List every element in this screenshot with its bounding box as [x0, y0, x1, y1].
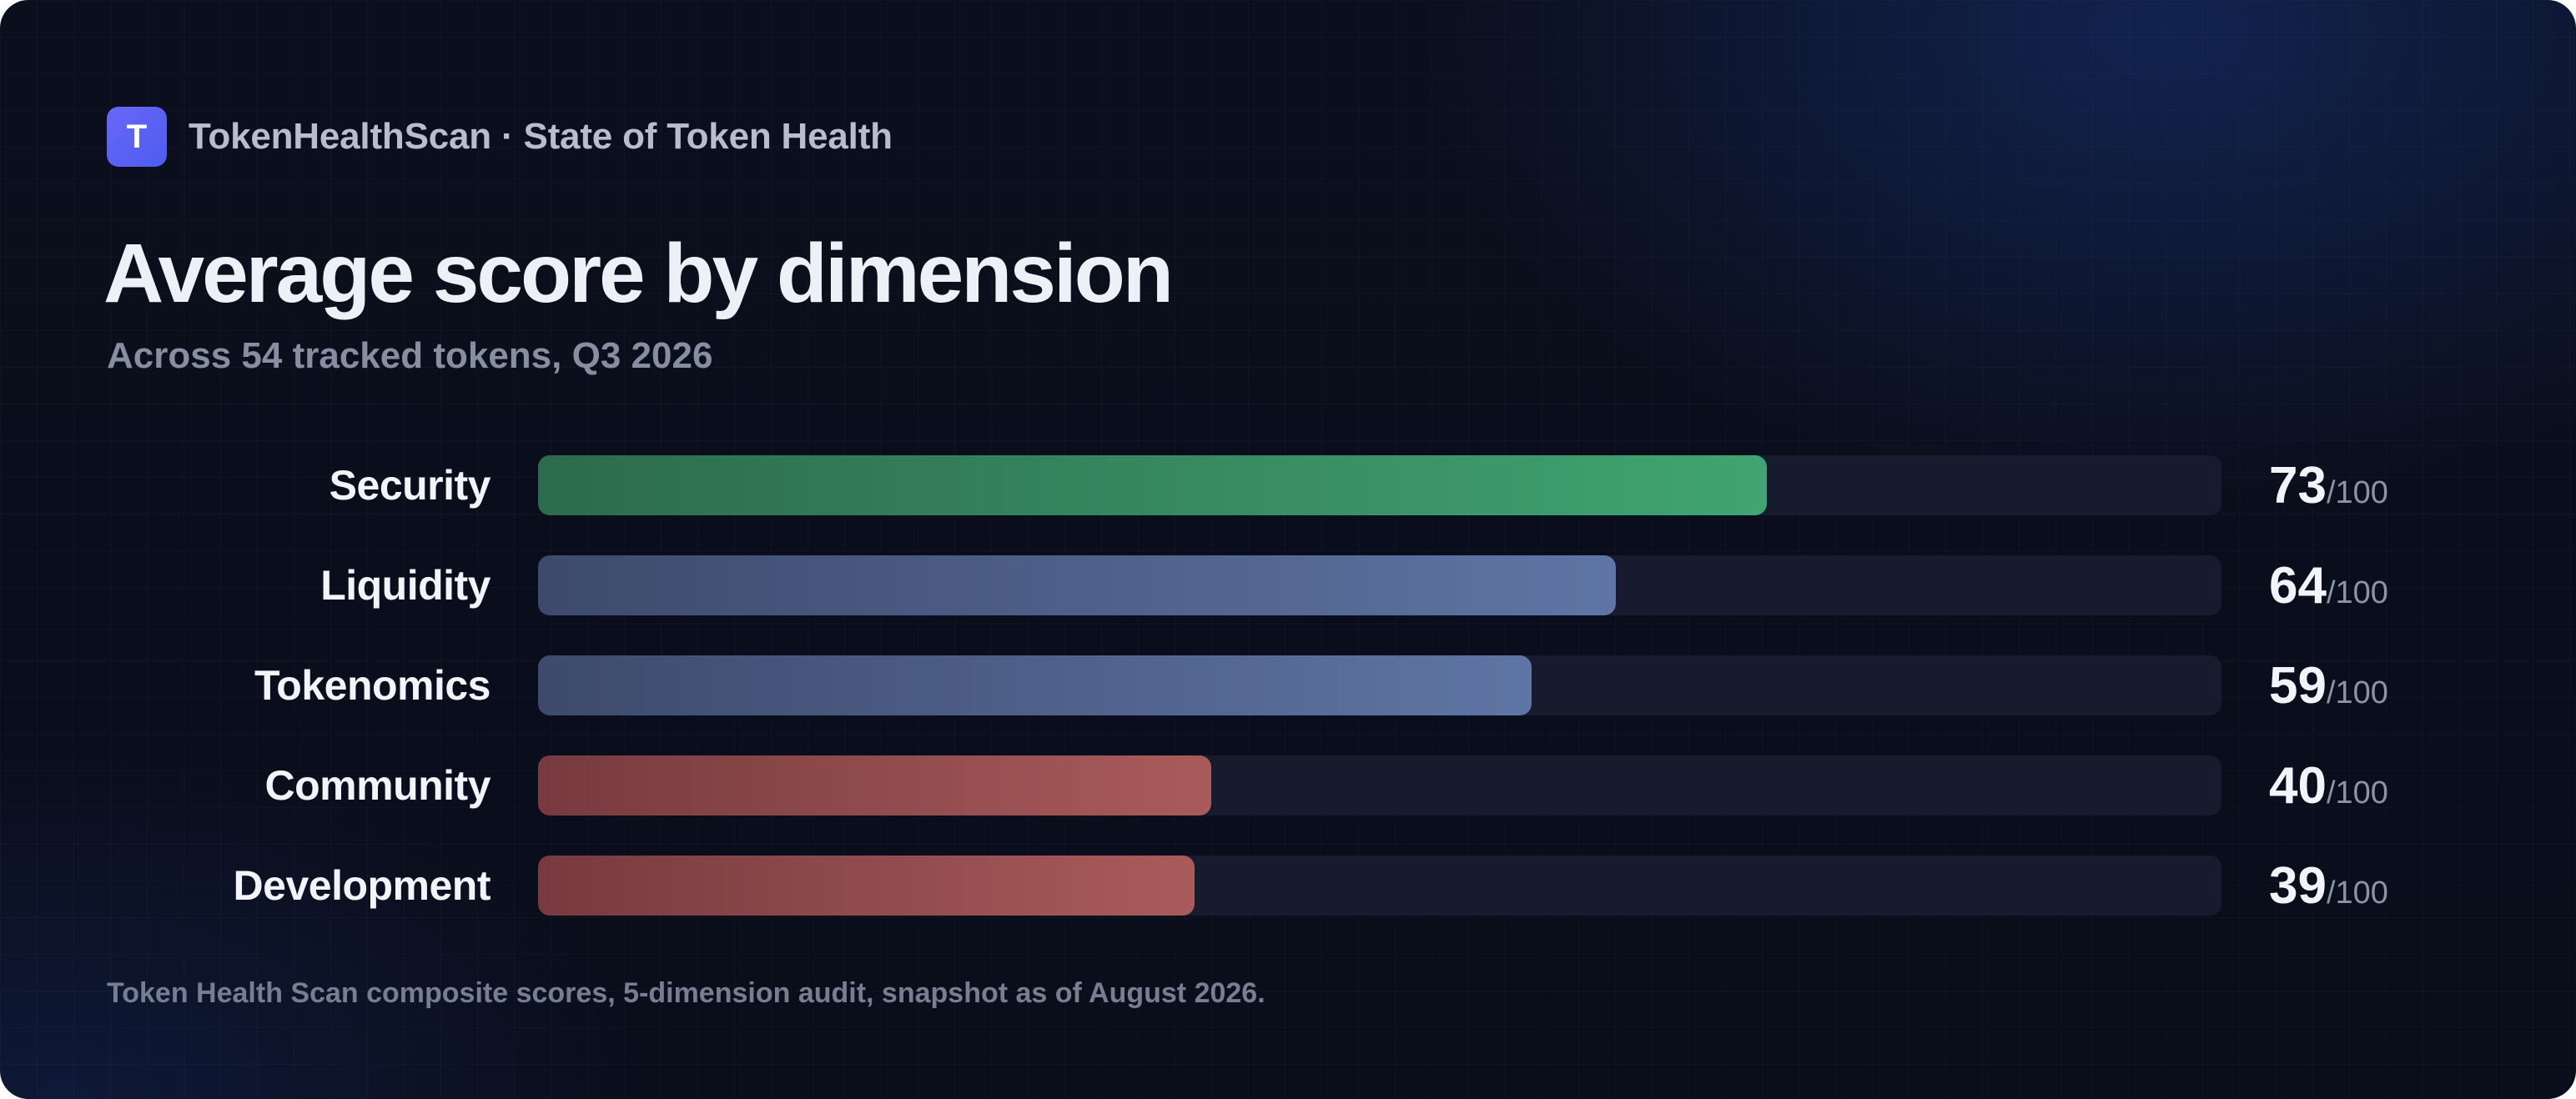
- category-label: Community: [265, 762, 491, 809]
- bar-liquidity: [538, 555, 1616, 615]
- chart-subtitle: Across 54 tracked tokens, Q3 2026: [107, 335, 713, 376]
- brand-row: T TokenHealthScan · State of Token Healt…: [107, 107, 893, 167]
- bar-community: [538, 755, 1211, 815]
- bar-development: [538, 856, 1195, 916]
- brand-label: TokenHealthScan · State of Token Health: [189, 116, 893, 157]
- chart-title: Average score by dimension: [103, 227, 1174, 320]
- footnote: Token Health Scan composite scores, 5-di…: [107, 977, 1265, 1009]
- category-label: Liquidity: [320, 562, 491, 609]
- bar-security: [538, 455, 1767, 515]
- category-label: Tokenomics: [254, 662, 491, 709]
- value-label: 59/100: [2269, 657, 2388, 715]
- category-label: Security: [330, 462, 491, 509]
- value-label: 39/100: [2269, 857, 2388, 915]
- brand-logo-icon: T: [107, 107, 167, 167]
- value-label: 73/100: [2269, 457, 2388, 514]
- value-label: 64/100: [2269, 557, 2388, 615]
- category-label: Development: [234, 862, 491, 909]
- bar-tokenomics: [538, 655, 1532, 715]
- value-label: 40/100: [2269, 757, 2388, 815]
